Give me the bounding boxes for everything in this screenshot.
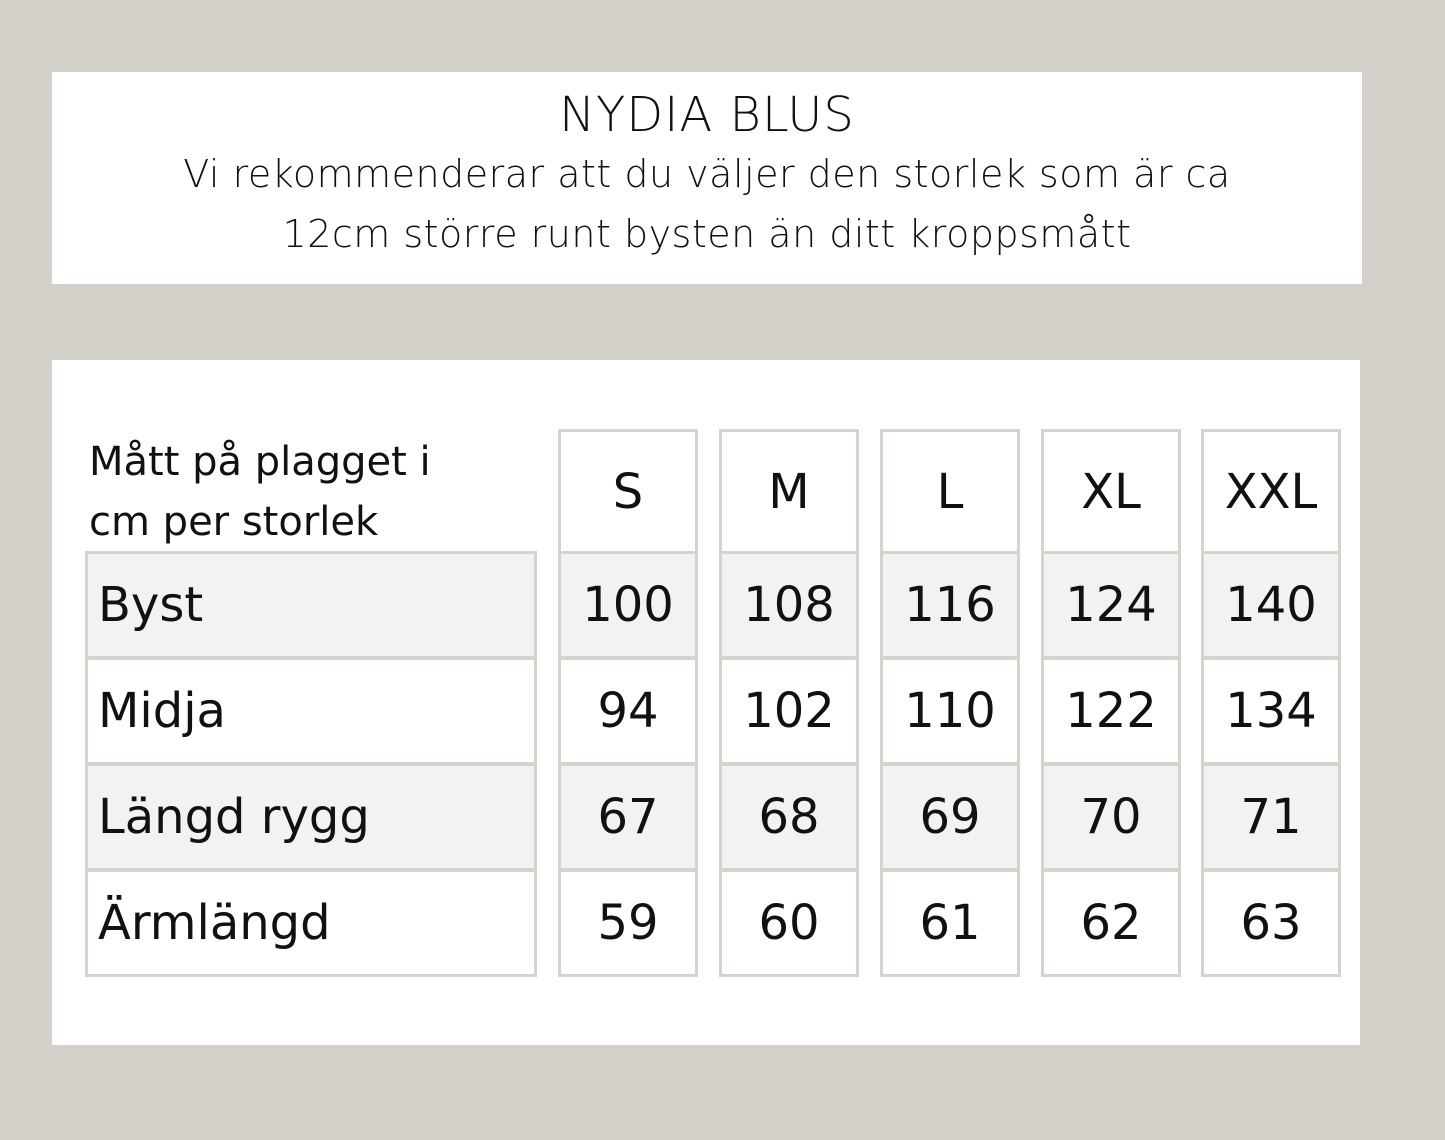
table-cell: 122 <box>1041 657 1181 765</box>
table-corner-label: Mått på plagget i cm per storlek <box>89 432 509 552</box>
subtitle-line-1: Vi rekommenderar att du väljer den storl… <box>183 152 1231 196</box>
table-cell: 61 <box>880 869 1020 977</box>
table-cell: 69 <box>880 763 1020 871</box>
table-cell: 62 <box>1041 869 1181 977</box>
row-label: Midja <box>85 657 537 765</box>
table-cell: 68 <box>719 763 859 871</box>
row-label: Ärmlängd <box>85 869 537 977</box>
table-cell: 59 <box>558 869 698 977</box>
size-header-s: S <box>558 429 698 554</box>
table-cell: 67 <box>558 763 698 871</box>
table-cell: 100 <box>558 551 698 659</box>
corner-line-2: cm per storlek <box>89 499 379 545</box>
size-header-m: M <box>719 429 859 554</box>
subtitle-line-2: 12cm större runt bysten än ditt kroppsmå… <box>282 212 1132 256</box>
table-cell: 70 <box>1041 763 1181 871</box>
corner-line-1: Mått på plagget i <box>89 439 431 485</box>
row-label: Byst <box>85 551 537 659</box>
table-cell: 110 <box>880 657 1020 765</box>
table-cell: 124 <box>1041 551 1181 659</box>
size-header-l: L <box>880 429 1020 554</box>
row-label: Längd rygg <box>85 763 537 871</box>
table-cell: 63 <box>1201 869 1341 977</box>
table-cell: 140 <box>1201 551 1341 659</box>
table-cell: 71 <box>1201 763 1341 871</box>
size-header-xxl: XXL <box>1201 429 1341 554</box>
table-cell: 102 <box>719 657 859 765</box>
table-cell: 134 <box>1201 657 1341 765</box>
product-title: NYDIA BLUS <box>559 87 855 143</box>
table-cell: 116 <box>880 551 1020 659</box>
table-cell: 94 <box>558 657 698 765</box>
size-recommendation: Vi rekommenderar att du väljer den storl… <box>52 144 1362 264</box>
table-cell: 60 <box>719 869 859 977</box>
size-table: Mått på plagget i cm per storlek S M L XL XX… <box>52 360 1360 1045</box>
size-header-xl: XL <box>1041 429 1181 554</box>
header-panel: NYDIA BLUS Vi rekommenderar att du välje… <box>52 72 1362 284</box>
table-cell: 108 <box>719 551 859 659</box>
